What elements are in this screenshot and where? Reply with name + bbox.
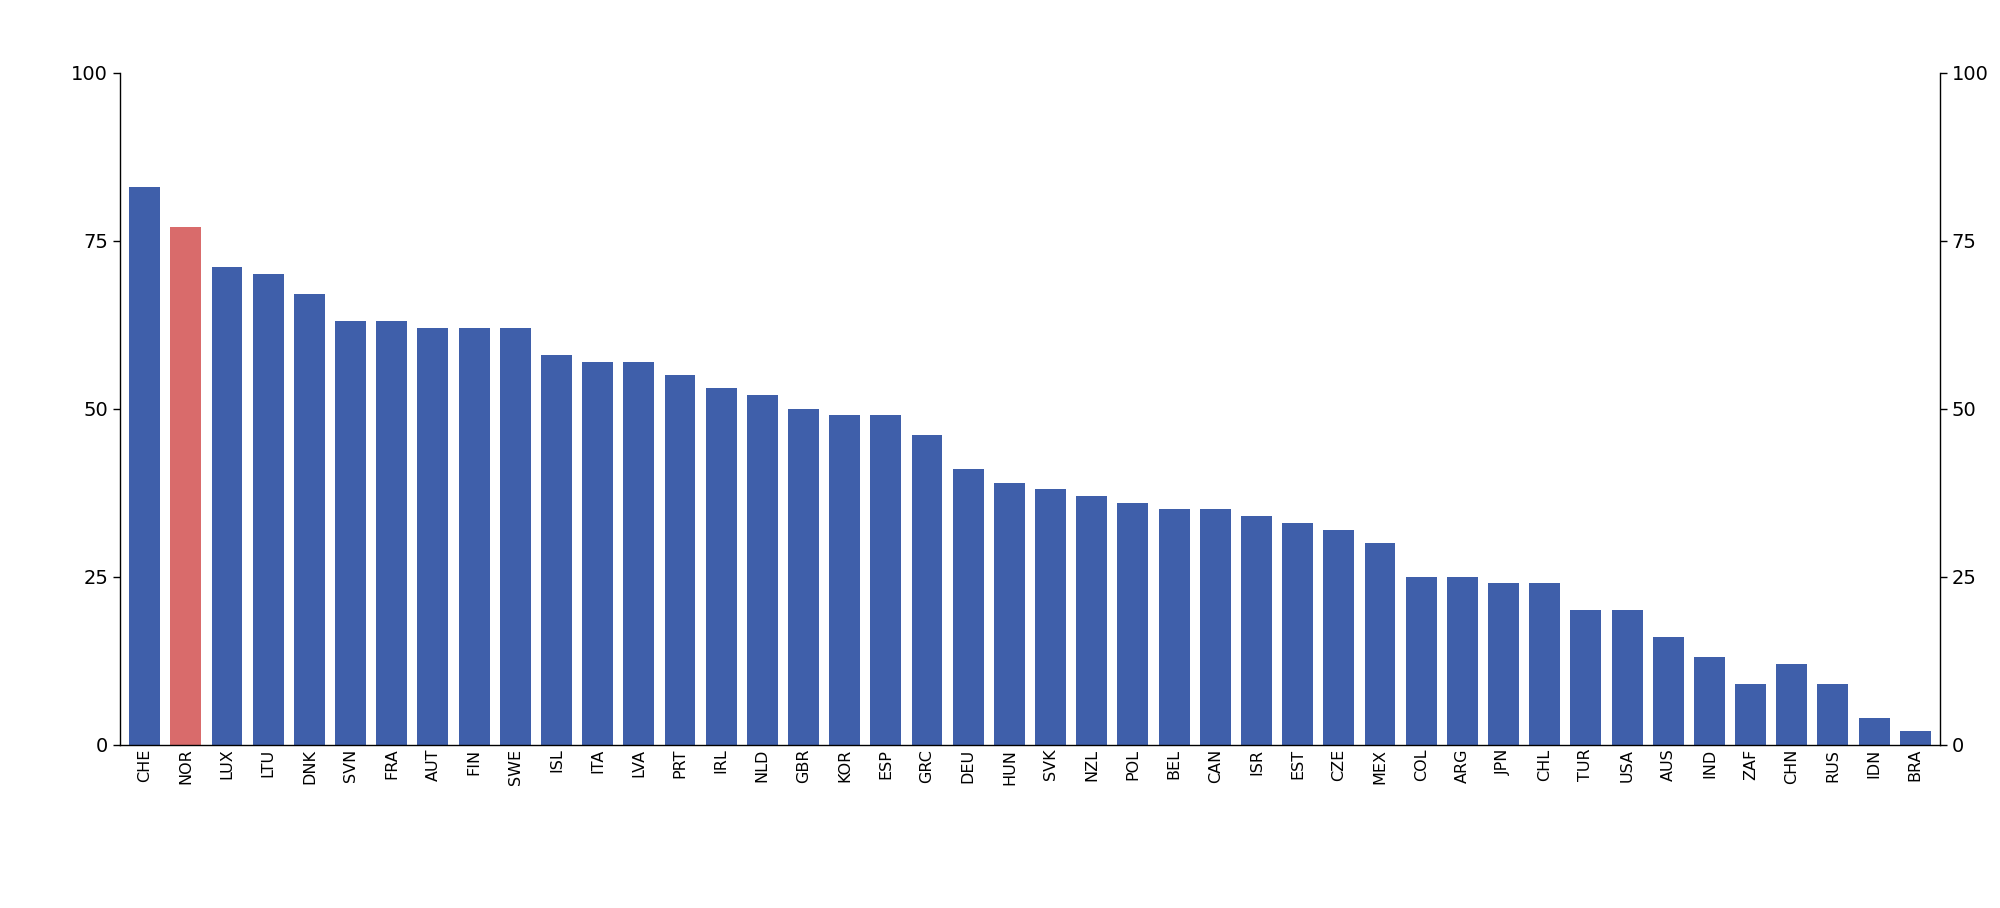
Bar: [706, 389, 736, 745]
Bar: [1612, 610, 1642, 745]
Bar: [458, 328, 490, 745]
Bar: [418, 328, 448, 745]
Bar: [1694, 657, 1724, 745]
Bar: [1652, 637, 1684, 745]
Bar: [1818, 684, 1848, 745]
Bar: [1530, 583, 1560, 745]
Bar: [664, 375, 696, 745]
Bar: [624, 361, 654, 745]
Bar: [870, 415, 902, 745]
Bar: [500, 328, 530, 745]
Bar: [252, 274, 284, 745]
Bar: [1324, 529, 1354, 745]
Bar: [1570, 610, 1602, 745]
Bar: [1446, 577, 1478, 745]
Bar: [582, 361, 614, 745]
Bar: [1776, 664, 1808, 745]
Bar: [294, 294, 324, 745]
Bar: [1242, 516, 1272, 745]
Bar: [994, 482, 1024, 745]
Bar: [1118, 503, 1148, 745]
Bar: [1858, 717, 1890, 745]
Bar: [952, 469, 984, 745]
Bar: [170, 227, 202, 745]
Bar: [1158, 509, 1190, 745]
Bar: [1282, 523, 1314, 745]
Bar: [130, 187, 160, 745]
Bar: [1076, 496, 1108, 745]
Bar: [746, 395, 778, 745]
Bar: [1736, 684, 1766, 745]
Bar: [1200, 509, 1230, 745]
Bar: [1406, 577, 1436, 745]
Bar: [912, 436, 942, 745]
Bar: [212, 268, 242, 745]
Bar: [830, 415, 860, 745]
Bar: [1488, 583, 1518, 745]
Bar: [1900, 731, 1930, 745]
Bar: [1036, 489, 1066, 745]
Bar: [1364, 543, 1396, 745]
Bar: [542, 355, 572, 745]
Bar: [788, 409, 818, 745]
Bar: [376, 321, 408, 745]
Bar: [336, 321, 366, 745]
